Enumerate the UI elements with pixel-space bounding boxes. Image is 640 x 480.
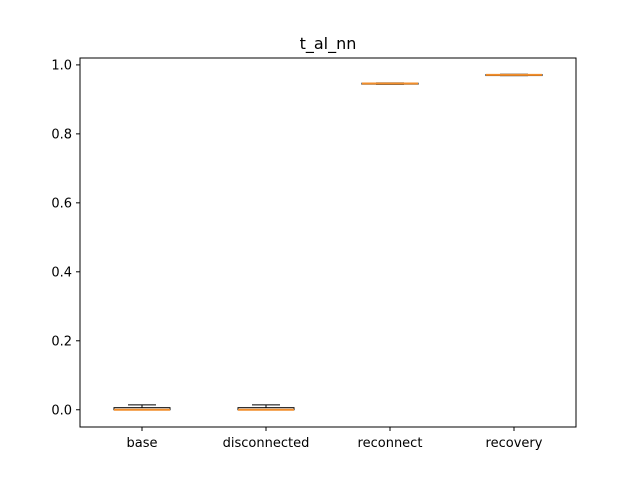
y-tick-label: 0.4 <box>51 265 72 280</box>
y-tick-label: 0.6 <box>51 196 72 211</box>
x-tick-label: reconnect <box>358 436 423 451</box>
y-tick-label: 0.8 <box>51 127 72 142</box>
x-tick-label: base <box>127 436 158 451</box>
x-tick-label: disconnected <box>223 436 310 451</box>
axes-frame <box>79 57 577 428</box>
plot-area: 0.0 0.2 0.4 0.6 0.8 1.0 base disconnected reconn… <box>51 57 577 451</box>
chart-title: t_al_nn <box>300 34 357 54</box>
y-tick-label: 0.2 <box>51 334 72 349</box>
y-tick-label: 1.0 <box>51 58 72 73</box>
x-tick-label: recovery <box>486 436 543 451</box>
y-tick-label: 0.0 <box>51 403 72 418</box>
